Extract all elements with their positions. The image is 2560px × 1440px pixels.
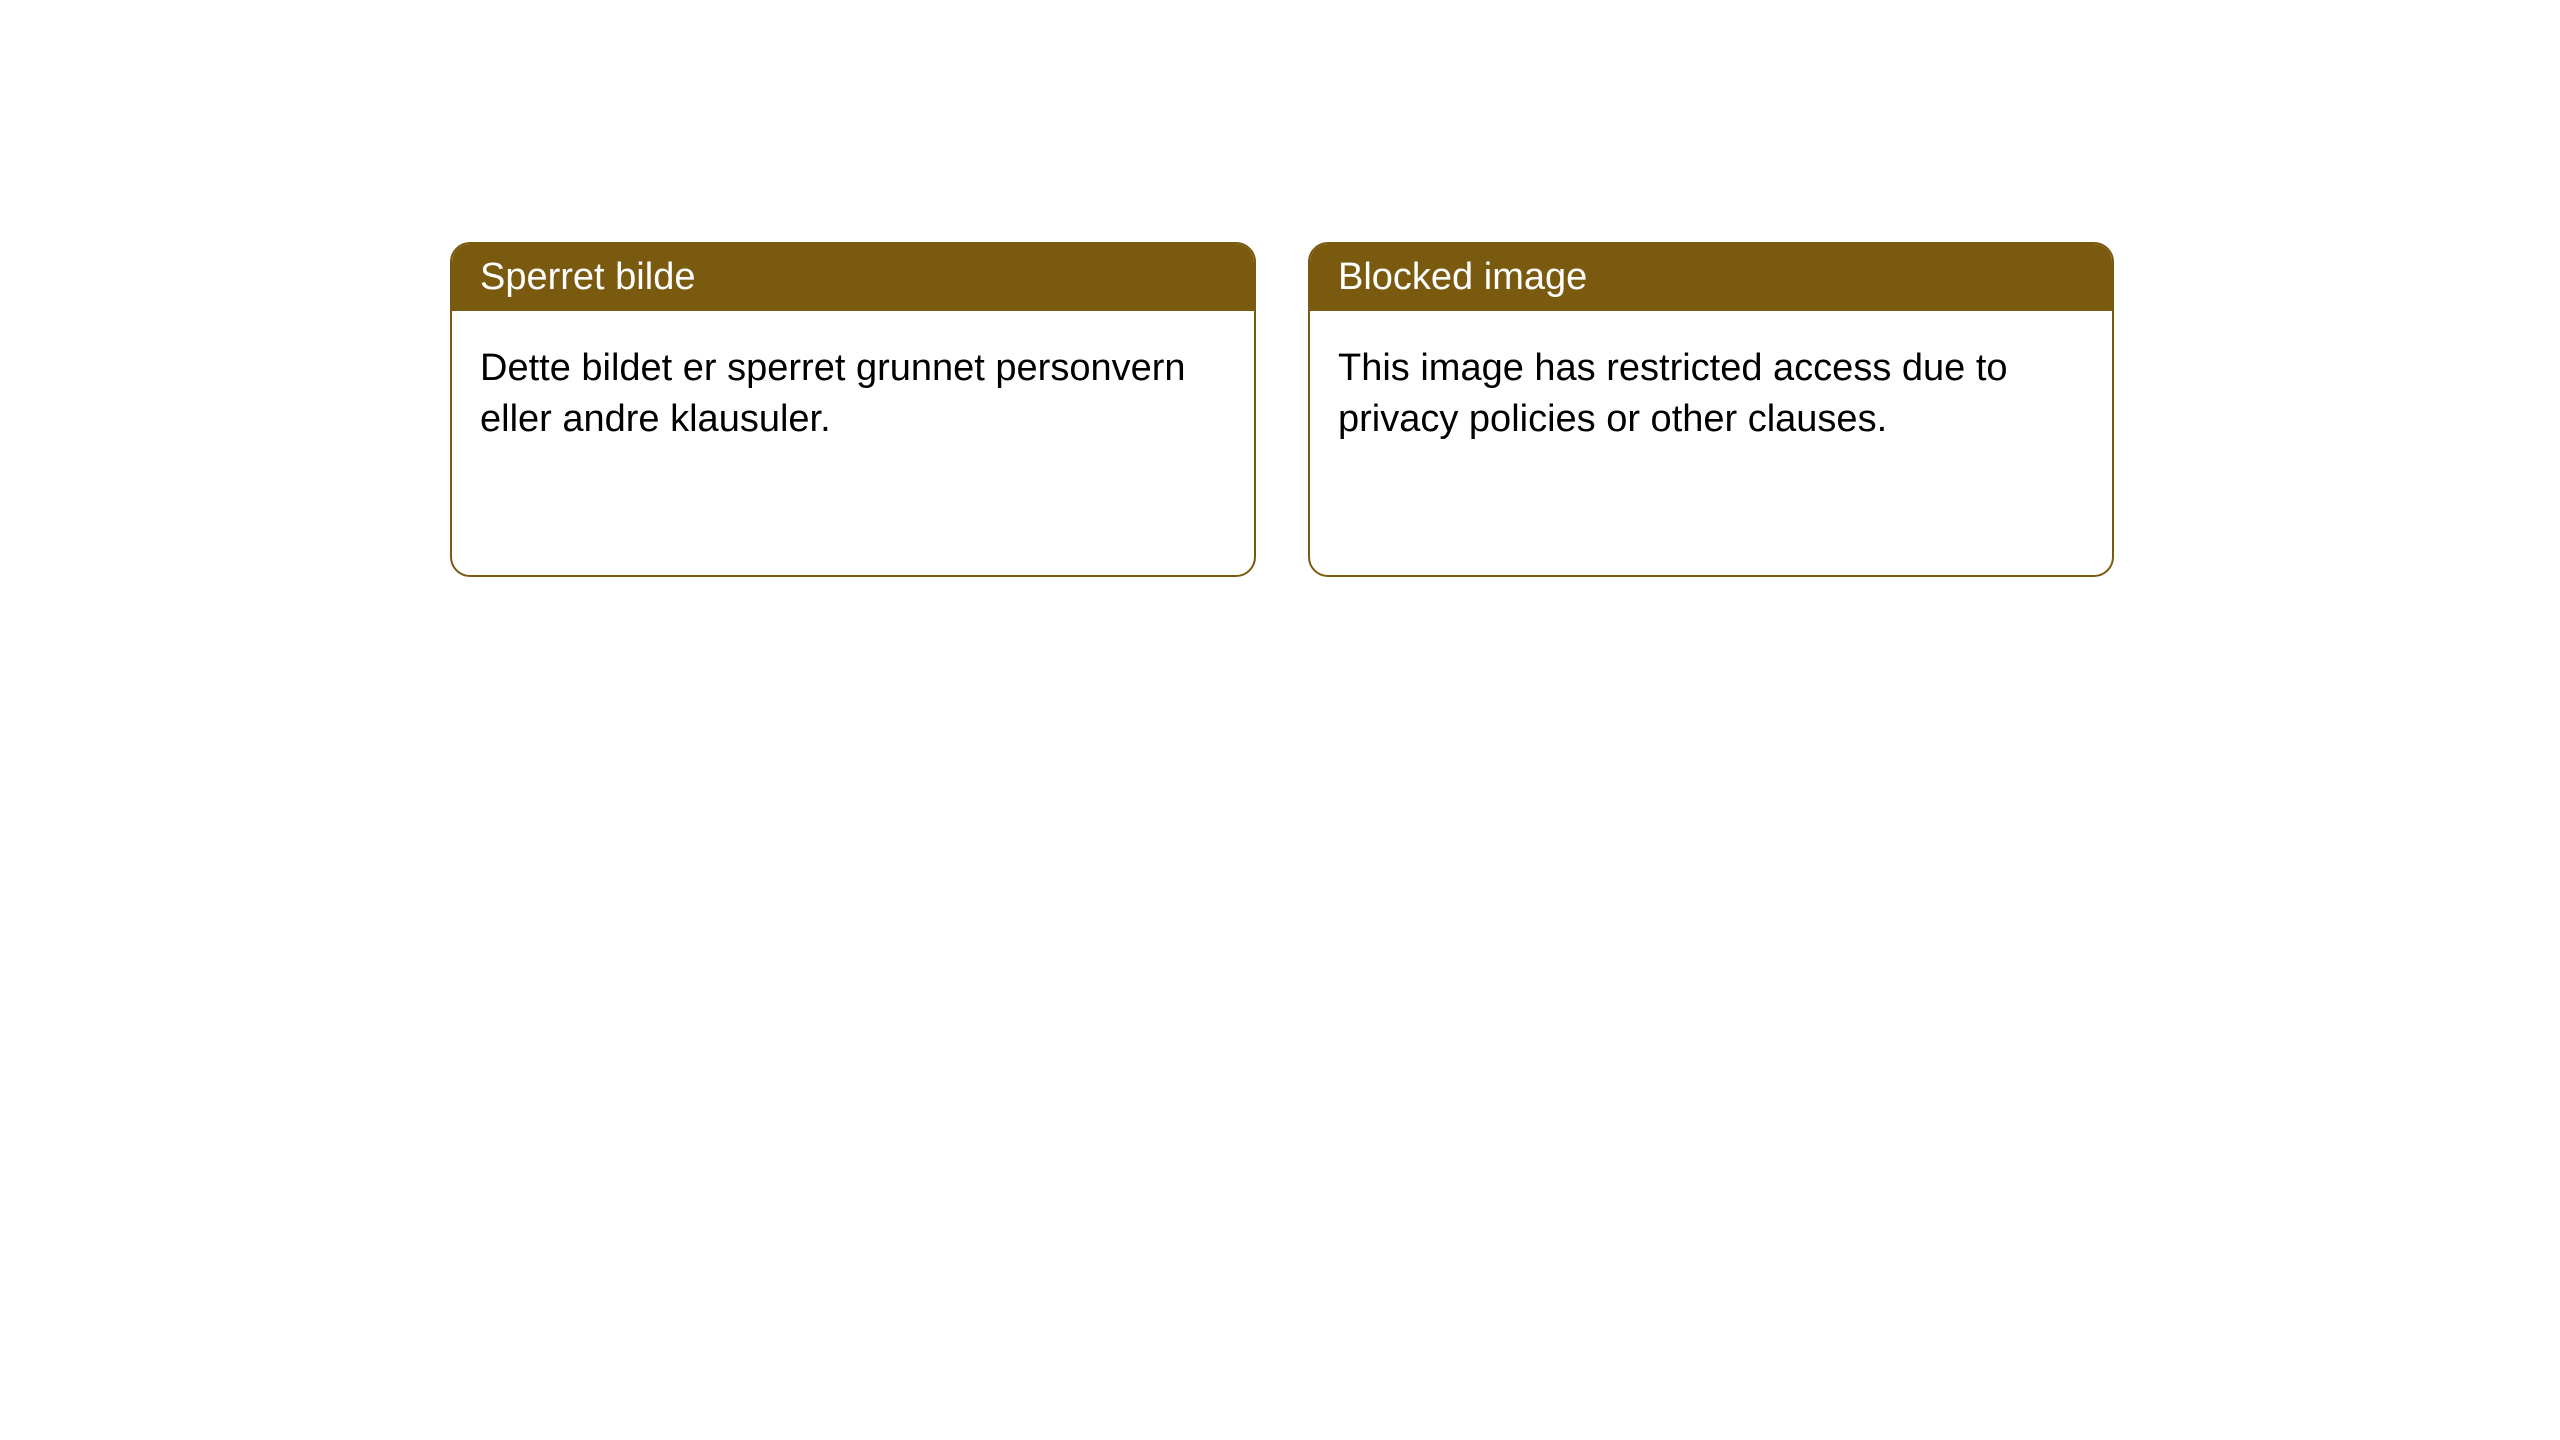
notice-cards-container: Sperret bilde Dette bildet er sperret gr… bbox=[450, 242, 2114, 577]
blocked-image-card-en: Blocked image This image has restricted … bbox=[1308, 242, 2114, 577]
blocked-image-card-no: Sperret bilde Dette bildet er sperret gr… bbox=[450, 242, 1256, 577]
card-body-text: Dette bildet er sperret grunnet personve… bbox=[480, 347, 1186, 440]
card-title: Sperret bilde bbox=[480, 256, 695, 298]
card-body-text: This image has restricted access due to … bbox=[1338, 347, 2008, 440]
card-header: Blocked image bbox=[1310, 244, 2112, 311]
card-body: This image has restricted access due to … bbox=[1310, 311, 2112, 478]
card-header: Sperret bilde bbox=[452, 244, 1254, 311]
card-body: Dette bildet er sperret grunnet personve… bbox=[452, 311, 1254, 478]
card-title: Blocked image bbox=[1338, 256, 1587, 298]
